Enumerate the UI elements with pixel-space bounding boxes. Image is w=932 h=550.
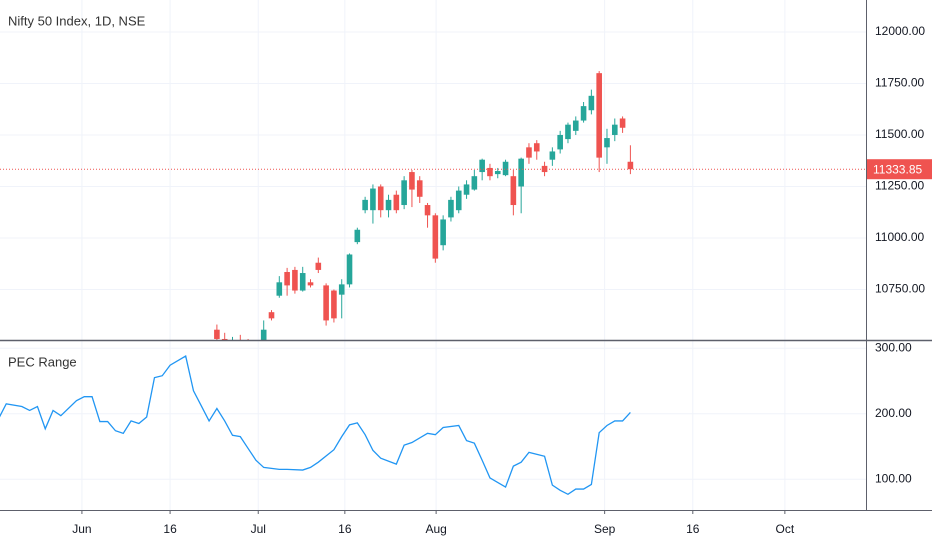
y-tick-label: 300.00: [875, 340, 912, 354]
x-tick-label: Aug: [425, 522, 446, 536]
candle-body: [424, 205, 431, 216]
x-tick-label: 16: [338, 522, 352, 536]
candle-body: [268, 312, 275, 319]
candle-body: [323, 285, 329, 321]
y-tick-label: 11000.00: [875, 230, 924, 244]
candle-body: [307, 282, 314, 286]
price-pane: [0, 0, 866, 345]
candle-body: [299, 273, 306, 291]
indicator-line: [0, 355, 631, 496]
candle-body: [214, 329, 220, 339]
y-tick-label: 11500.00: [875, 127, 924, 141]
candle-body: [580, 106, 587, 121]
candle-body: [260, 329, 267, 340]
candle-body: [627, 161, 634, 170]
x-tick-label: 16: [163, 522, 177, 536]
candle-body: [604, 138, 610, 148]
indicator-pane: [0, 341, 866, 510]
x-tick-label: Jul: [251, 522, 266, 536]
candle-body: [237, 341, 243, 343]
axes: 10750.00 11000.00 11250.00 11500.00 11750.00…: [72, 24, 932, 536]
candle-body: [338, 284, 345, 295]
candle-body: [611, 124, 618, 135]
candle-body: [471, 176, 478, 190]
candle-body: [284, 272, 290, 286]
candle-body: [315, 262, 322, 270]
candle-body: [362, 199, 368, 211]
x-tick-label: Jun: [72, 522, 91, 536]
x-tick-label: 16: [686, 522, 700, 536]
y-tick-label: 200.00: [875, 406, 912, 420]
y-tick-label: 12000.00: [875, 24, 925, 38]
candle-body: [549, 151, 556, 160]
candle-body: [409, 172, 415, 190]
indicator-title: PEC Range: [8, 354, 77, 369]
candle-body: [494, 171, 501, 175]
y-tick-label: 100.00: [875, 471, 912, 485]
candle-body: [541, 165, 548, 173]
candle-body: [377, 186, 384, 211]
y-tick-label: 11250.00: [875, 179, 924, 193]
candle-body: [448, 199, 454, 218]
candle-body: [432, 215, 439, 259]
candle-body: [385, 199, 392, 211]
candle-body: [401, 180, 407, 206]
candle-body: [354, 229, 361, 243]
candle-body: [463, 184, 470, 195]
y-tick-label: 11750.00: [875, 76, 924, 90]
x-tick-label: Oct: [776, 522, 795, 536]
candle-body: [572, 120, 579, 131]
candle-body: [588, 95, 595, 111]
candle-body: [565, 124, 571, 140]
candle-body: [416, 180, 423, 197]
candle-body: [346, 254, 353, 285]
candle-body: [526, 147, 532, 158]
candle-body: [331, 290, 337, 319]
candle-body: [487, 167, 493, 177]
last-price-label: 11333.85: [873, 162, 922, 176]
x-tick-label: Sep: [594, 522, 616, 536]
candle-body: [276, 282, 283, 296]
candle-body: [440, 219, 446, 246]
candle-body: [533, 143, 540, 152]
candle-body: [230, 341, 236, 345]
candle-body: [221, 338, 228, 340]
y-tick-label: 10750.00: [875, 282, 925, 296]
candle-body: [370, 188, 376, 211]
candle-body: [596, 73, 602, 158]
candle-body: [393, 194, 400, 211]
candle-body: [292, 269, 298, 291]
candle-body: [518, 158, 524, 187]
last-price-tag: [867, 159, 932, 180]
candle-body: [479, 159, 485, 173]
candle-body: [619, 118, 626, 128]
candle-body: [455, 190, 462, 211]
candle-body: [510, 176, 517, 206]
chart-title: Nifty 50 Index, 1D, NSE: [8, 13, 146, 28]
candle-body: [557, 134, 563, 150]
candle-body: [502, 161, 509, 176]
